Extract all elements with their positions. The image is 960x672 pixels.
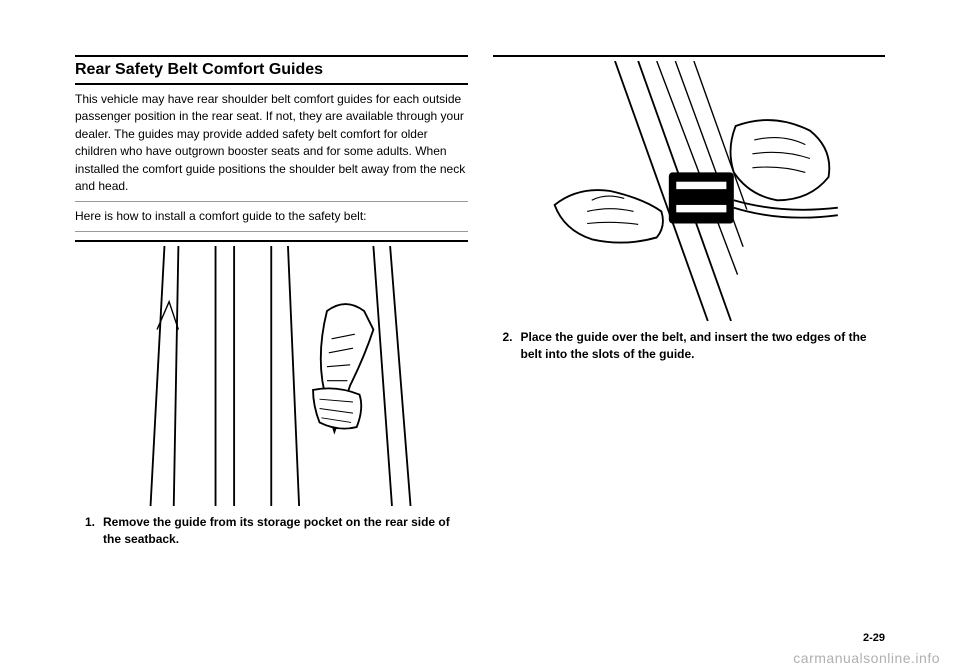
figure-2-wrap <box>493 55 886 321</box>
step-1-number: 1. <box>85 514 95 548</box>
seatback-pocket-illustration <box>75 246 468 506</box>
step-1: 1. Remove the guide from its storage poc… <box>75 506 468 548</box>
step-2-text: Place the guide over the belt, and inser… <box>521 329 885 363</box>
watermark-text: carmanualsonline.info <box>793 650 940 666</box>
belt-guide-illustration <box>493 61 886 321</box>
step-2-number: 2. <box>503 329 513 363</box>
figure-1-wrap <box>75 240 468 506</box>
figure-2 <box>493 61 886 321</box>
intro-paragraph: This vehicle may have rear shoulder belt… <box>75 85 468 202</box>
right-column: 2. Place the guide over the belt, and in… <box>493 55 886 595</box>
section-heading: Rear Safety Belt Comfort Guides <box>75 55 468 85</box>
step-1-text: Remove the guide from its storage pocket… <box>103 514 467 548</box>
instruction-line: Here is how to install a comfort guide t… <box>75 202 468 232</box>
left-column: Rear Safety Belt Comfort Guides This veh… <box>75 55 468 595</box>
step-2: 2. Place the guide over the belt, and in… <box>493 321 886 363</box>
figure-1 <box>75 246 468 506</box>
page-content: Rear Safety Belt Comfort Guides This veh… <box>75 55 885 595</box>
page-number: 2-29 <box>863 632 885 644</box>
